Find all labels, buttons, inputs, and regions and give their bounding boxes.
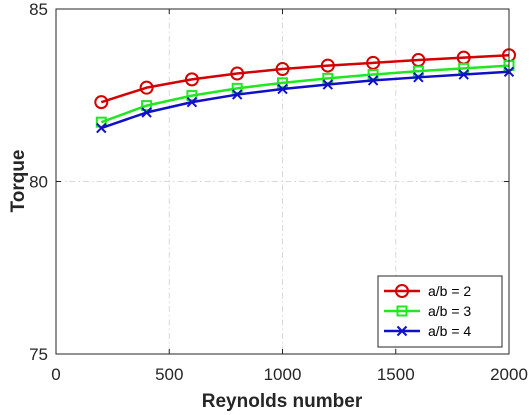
data-point-a-b-2 xyxy=(275,62,290,77)
series-line-a-b-4 xyxy=(100,70,510,130)
data-point-a-b-3 xyxy=(141,100,153,112)
y-tick-label: 75 xyxy=(29,345,48,364)
legend: a/b = 2 a/b = 3 a/b = 4 xyxy=(377,275,503,348)
x-tick-label: 500 xyxy=(155,365,183,384)
legend-marker-a-b-4 xyxy=(396,325,408,337)
legend-marker-a-b-3 xyxy=(396,305,408,317)
x-tick-label: 1000 xyxy=(264,365,302,384)
data-point-a-b-4 xyxy=(413,72,424,83)
data-point-a-b-4 xyxy=(231,89,243,100)
series-line-a-b-3 xyxy=(100,64,510,124)
data-point-a-b-4 xyxy=(458,69,469,80)
series-layer xyxy=(94,48,516,134)
y-axis-label: Torque xyxy=(8,150,29,213)
legend-label-a-b-2: a/b = 2 xyxy=(428,283,471,299)
data-point-a-b-4 xyxy=(141,107,152,118)
tick-labels: 0 500 1000 1500 2000 75 80 85 xyxy=(29,0,528,384)
data-point-a-b-2 xyxy=(366,55,381,70)
series-line-a-b-2 xyxy=(100,53,510,104)
legend-label-a-b-3: a/b = 3 xyxy=(428,303,471,319)
data-point-a-b-2 xyxy=(230,66,245,81)
data-point-a-b-4 xyxy=(186,96,198,108)
legend-marker-a-b-2 xyxy=(395,284,409,298)
data-point-a-b-4 xyxy=(367,75,379,86)
tick-marks xyxy=(55,8,510,355)
data-point-a-b-3 xyxy=(186,90,198,102)
y-tick-label: 85 xyxy=(29,0,48,19)
data-point-a-b-3 xyxy=(322,72,334,84)
x-tick-label: 2000 xyxy=(490,365,528,384)
data-point-a-b-2 xyxy=(139,80,154,95)
y-tick-label: 80 xyxy=(29,173,48,192)
data-point-a-b-4 xyxy=(322,79,334,90)
data-point-a-b-2 xyxy=(320,58,335,73)
data-point-a-b-2 xyxy=(94,95,109,110)
x-tick-label: 1500 xyxy=(377,365,415,384)
x-axis-label: Reynolds number xyxy=(202,391,363,412)
x-tick-label: 0 xyxy=(51,365,60,384)
data-point-a-b-4 xyxy=(96,122,107,134)
data-point-a-b-3 xyxy=(277,77,288,89)
data-point-a-b-3 xyxy=(231,82,243,94)
legend-label-a-b-4: a/b = 4 xyxy=(428,323,471,339)
data-point-a-b-3 xyxy=(458,62,470,74)
data-point-a-b-4 xyxy=(277,83,288,95)
data-point-a-b-3 xyxy=(412,65,424,77)
data-point-a-b-2 xyxy=(184,72,199,87)
